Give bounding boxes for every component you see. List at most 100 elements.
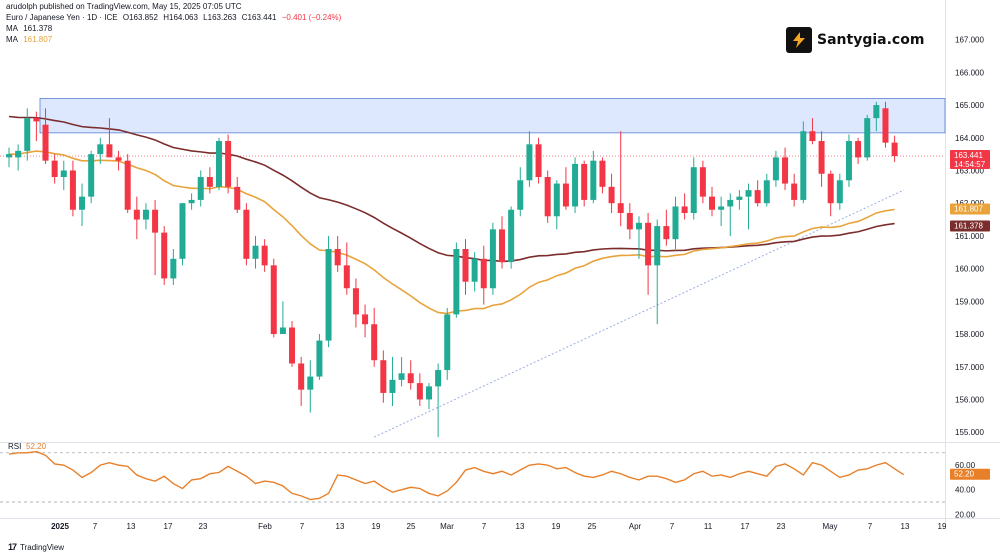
candle-body bbox=[362, 314, 369, 325]
candle-body bbox=[562, 183, 569, 207]
candle-body bbox=[526, 144, 533, 181]
candle-body bbox=[124, 160, 131, 210]
ma-short-legend[interactable]: MA 161.807 bbox=[6, 35, 55, 45]
candle-body bbox=[298, 363, 305, 390]
time-axis-label: 2025 bbox=[51, 522, 69, 531]
time-axis-label: 25 bbox=[588, 522, 597, 531]
rsi-tick-label: 40.00 bbox=[955, 486, 976, 495]
ma-short-axis-label: 161.807 bbox=[954, 205, 983, 214]
candle-body bbox=[745, 190, 752, 197]
candle-body bbox=[133, 209, 140, 220]
candle-body bbox=[24, 118, 31, 151]
candle-body bbox=[718, 206, 725, 210]
candle-body bbox=[471, 258, 478, 282]
change-value: −0.401 (−0.24%) bbox=[281, 13, 342, 22]
candle-body bbox=[462, 248, 469, 282]
candle-body bbox=[51, 160, 58, 178]
resistance-zone bbox=[39, 98, 946, 134]
bolt-icon bbox=[786, 27, 812, 53]
candle-body bbox=[599, 160, 606, 187]
candle-body bbox=[60, 170, 67, 178]
ma-short-badge bbox=[950, 203, 990, 215]
candle-body bbox=[197, 177, 204, 200]
candle-body bbox=[508, 209, 515, 263]
price-tick-label: 160.000 bbox=[955, 265, 984, 274]
countdown-label: 14:54:57 bbox=[954, 160, 986, 169]
time-axis-label: 13 bbox=[127, 522, 136, 531]
candle-body bbox=[754, 190, 761, 204]
candle-body bbox=[836, 180, 843, 204]
time-axis-label: 7 bbox=[300, 522, 305, 531]
candle-body bbox=[398, 373, 405, 380]
rsi-line bbox=[8, 450, 905, 501]
candle-body bbox=[97, 144, 104, 155]
candle-body bbox=[425, 386, 432, 400]
candle-body bbox=[626, 213, 633, 230]
brand-name: Santygia.com bbox=[817, 32, 925, 48]
price-tick-label: 164.000 bbox=[955, 134, 984, 143]
rsi-tick-label: 60.00 bbox=[955, 461, 976, 470]
open-value: O163.852 bbox=[122, 13, 158, 22]
candle-body bbox=[270, 265, 277, 335]
candle-body bbox=[206, 177, 213, 187]
candle-body bbox=[845, 141, 852, 181]
candle-body bbox=[352, 288, 359, 315]
time-axis-label: May bbox=[822, 522, 837, 531]
candle-body bbox=[444, 314, 451, 371]
time-axis-label: 13 bbox=[901, 522, 910, 531]
tradingview-logo-icon: 17 bbox=[8, 542, 17, 552]
candle-body bbox=[818, 141, 825, 174]
ohlc-line: Euro / Japanese Yen · 1D · ICE O163.852 … bbox=[6, 13, 344, 23]
candle-body bbox=[79, 196, 86, 210]
candle-body bbox=[772, 157, 779, 181]
candle-body bbox=[800, 131, 807, 200]
santygia-brand: Santygia.com bbox=[786, 26, 924, 54]
candle-body bbox=[690, 167, 697, 214]
ma-short-label: MA bbox=[6, 35, 18, 44]
ma-long-line bbox=[8, 115, 895, 263]
candle-body bbox=[882, 108, 889, 143]
low-value: L163.263 bbox=[203, 13, 237, 22]
time-axis-label: 19 bbox=[552, 522, 561, 531]
candle-body bbox=[617, 203, 624, 214]
ma-long-axis-label: 161.378 bbox=[954, 222, 983, 231]
time-axis-label: 23 bbox=[777, 522, 786, 531]
publisher-line: arudolph published on TradingView.com, M… bbox=[6, 2, 245, 12]
candle-body bbox=[261, 245, 268, 266]
high-value: H164.063 bbox=[163, 13, 198, 22]
candle-body bbox=[252, 245, 259, 259]
candle-body bbox=[590, 160, 597, 200]
candle-body bbox=[663, 226, 670, 240]
rsi-tick-label: 20.00 bbox=[955, 510, 976, 519]
candle-body bbox=[855, 141, 862, 158]
candle-body bbox=[435, 370, 442, 387]
candle-body bbox=[635, 222, 642, 230]
candle-body bbox=[480, 258, 487, 289]
price-tick-label: 155.000 bbox=[955, 428, 984, 437]
price-tick-label: 165.000 bbox=[955, 101, 984, 110]
candle-body bbox=[782, 157, 789, 184]
time-axis-label: 7 bbox=[93, 522, 98, 531]
price-tick-label: 156.000 bbox=[955, 395, 984, 404]
candle-body bbox=[142, 209, 149, 220]
rsi-value-badge bbox=[950, 468, 990, 480]
last-price-label: 163.441 bbox=[954, 151, 983, 160]
candle-body bbox=[891, 142, 898, 157]
candle-body bbox=[453, 248, 460, 315]
price-tick-label: 157.000 bbox=[955, 363, 984, 372]
time-axis-label: 7 bbox=[868, 522, 873, 531]
candle-body bbox=[827, 173, 834, 204]
ma-long-legend[interactable]: MA 161.378 bbox=[6, 24, 55, 34]
price-tick-label: 161.000 bbox=[955, 232, 984, 241]
candle-body bbox=[389, 379, 396, 393]
candle-body bbox=[727, 199, 734, 207]
candle-body bbox=[106, 144, 113, 158]
time-axis-label: 7 bbox=[670, 522, 675, 531]
candle-body bbox=[499, 229, 506, 263]
tradingview-footer[interactable]: 17 TradingView bbox=[8, 542, 64, 552]
symbol-name[interactable]: Euro / Japanese Yen · 1D · ICE bbox=[6, 13, 118, 22]
rsi-legend-value: 52.20 bbox=[26, 442, 47, 451]
candle-body bbox=[188, 199, 195, 204]
time-axis-label: 19 bbox=[372, 522, 381, 531]
